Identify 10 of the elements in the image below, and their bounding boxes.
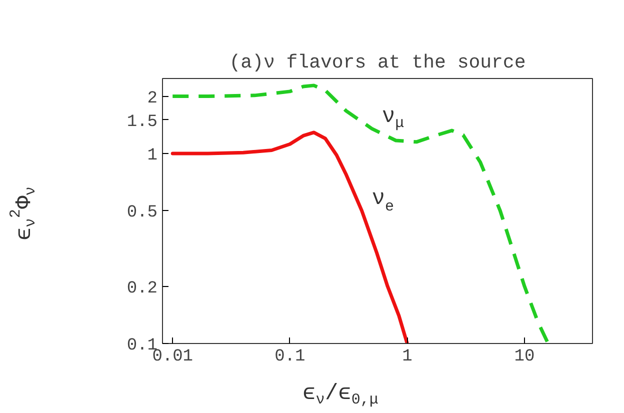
y-tick-label: 1 bbox=[147, 146, 158, 166]
chart-title: (a)ν flavors at the source bbox=[229, 52, 526, 74]
y-tick-label: 1.5 bbox=[126, 112, 158, 132]
y-tick-label: 0.2 bbox=[126, 279, 158, 298]
y-tick-label: 0.5 bbox=[126, 204, 158, 223]
x-tick-label: 0.1 bbox=[274, 348, 306, 366]
y-tick-label: 2 bbox=[147, 89, 158, 108]
x-tick-label: 10 bbox=[514, 348, 535, 366]
y-axis-title: ϵν2Φν bbox=[8, 186, 40, 240]
x-tick-label: 1 bbox=[402, 348, 412, 366]
